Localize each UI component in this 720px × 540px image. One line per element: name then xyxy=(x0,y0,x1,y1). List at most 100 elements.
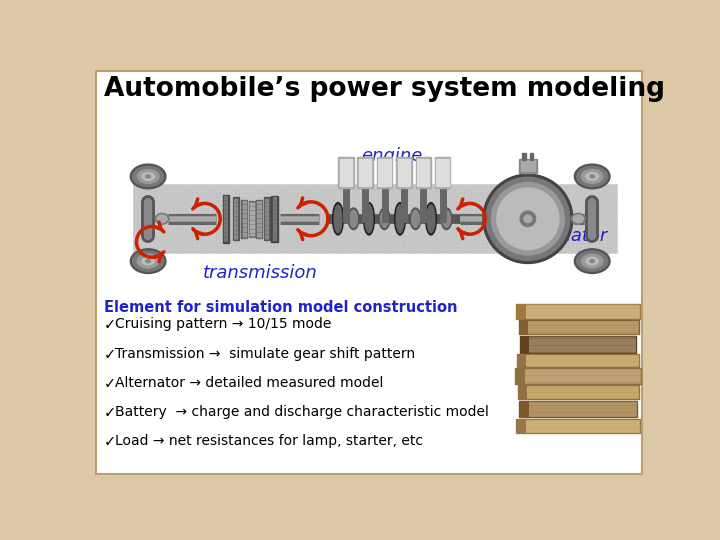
Ellipse shape xyxy=(575,164,610,189)
Bar xyxy=(530,153,534,160)
Text: Automobile’s power system modeling: Automobile’s power system modeling xyxy=(104,77,665,103)
Bar xyxy=(340,159,352,186)
Ellipse shape xyxy=(581,170,603,184)
Bar xyxy=(258,201,261,237)
Bar xyxy=(132,184,617,253)
Bar xyxy=(518,320,528,334)
Text: alternator: alternator xyxy=(518,227,608,245)
Bar xyxy=(520,336,636,353)
Ellipse shape xyxy=(145,260,150,262)
Text: ✓: ✓ xyxy=(104,347,116,362)
Bar xyxy=(518,159,537,173)
Bar xyxy=(520,336,529,353)
Bar xyxy=(396,157,412,188)
Ellipse shape xyxy=(581,254,603,268)
Text: ✓: ✓ xyxy=(104,434,116,449)
Text: Element for simulation model construction: Element for simulation model constructio… xyxy=(104,300,457,315)
Ellipse shape xyxy=(365,205,373,233)
Ellipse shape xyxy=(381,210,388,227)
Bar xyxy=(378,159,391,186)
Bar xyxy=(359,159,372,186)
Ellipse shape xyxy=(575,249,610,273)
FancyBboxPatch shape xyxy=(96,71,642,475)
Bar xyxy=(241,200,248,238)
Bar xyxy=(516,368,525,383)
Bar xyxy=(222,195,229,242)
Ellipse shape xyxy=(130,249,166,273)
Text: Transmission →  simulate gear shift pattern: Transmission → simulate gear shift patte… xyxy=(114,347,415,361)
Bar xyxy=(357,157,373,188)
Ellipse shape xyxy=(364,202,374,235)
Text: Battery  → charge and discharge characteristic model: Battery → charge and discharge character… xyxy=(114,405,489,419)
Bar xyxy=(377,157,392,188)
Ellipse shape xyxy=(155,213,169,224)
Ellipse shape xyxy=(379,208,390,230)
Text: Alternator → detailed measured model: Alternator → detailed measured model xyxy=(114,376,383,390)
Bar xyxy=(517,354,639,367)
Bar xyxy=(273,197,276,240)
Ellipse shape xyxy=(443,210,451,227)
Ellipse shape xyxy=(492,183,564,255)
Ellipse shape xyxy=(348,208,359,230)
Bar xyxy=(523,153,526,160)
Bar xyxy=(517,354,526,367)
Bar xyxy=(519,401,528,417)
Ellipse shape xyxy=(524,215,532,222)
Ellipse shape xyxy=(412,210,419,227)
Bar xyxy=(256,200,262,238)
Bar xyxy=(518,385,527,399)
Bar xyxy=(516,419,640,433)
Bar xyxy=(435,157,451,188)
Bar xyxy=(516,303,640,319)
Ellipse shape xyxy=(142,173,154,180)
Bar xyxy=(271,195,277,242)
Ellipse shape xyxy=(145,175,150,178)
Text: ✓: ✓ xyxy=(104,376,116,391)
Ellipse shape xyxy=(577,166,608,186)
Ellipse shape xyxy=(426,202,436,235)
Ellipse shape xyxy=(138,254,159,268)
Bar xyxy=(436,159,449,186)
Ellipse shape xyxy=(395,202,405,235)
Text: ✓: ✓ xyxy=(104,318,116,332)
Ellipse shape xyxy=(157,215,167,222)
Ellipse shape xyxy=(142,257,154,265)
Ellipse shape xyxy=(138,170,159,184)
Ellipse shape xyxy=(520,211,536,226)
Bar xyxy=(516,419,526,433)
Text: Load → net resistances for lamp, starter, etc: Load → net resistances for lamp, starter… xyxy=(114,434,423,448)
Ellipse shape xyxy=(586,257,598,265)
Ellipse shape xyxy=(577,251,608,271)
Ellipse shape xyxy=(132,166,163,186)
Ellipse shape xyxy=(573,215,583,222)
Ellipse shape xyxy=(497,188,559,249)
Ellipse shape xyxy=(427,205,435,233)
Ellipse shape xyxy=(586,173,598,180)
Ellipse shape xyxy=(590,175,595,178)
Bar xyxy=(516,303,526,319)
Bar xyxy=(233,197,239,240)
Ellipse shape xyxy=(130,164,166,189)
Bar xyxy=(397,159,410,186)
Ellipse shape xyxy=(132,251,163,271)
Ellipse shape xyxy=(334,205,342,233)
Bar xyxy=(251,202,253,235)
Bar xyxy=(516,368,641,383)
Bar xyxy=(249,201,255,237)
Ellipse shape xyxy=(441,208,452,230)
Bar xyxy=(224,197,228,241)
Ellipse shape xyxy=(483,174,573,264)
Bar xyxy=(417,159,429,186)
Ellipse shape xyxy=(410,208,421,230)
Bar xyxy=(518,320,639,334)
Bar xyxy=(519,401,637,417)
Bar xyxy=(265,199,269,239)
Bar xyxy=(234,199,238,239)
Ellipse shape xyxy=(333,202,343,235)
Bar xyxy=(264,197,270,240)
Ellipse shape xyxy=(590,260,595,262)
Text: Cruising pattern → 10/15 mode: Cruising pattern → 10/15 mode xyxy=(114,318,331,332)
Ellipse shape xyxy=(396,205,404,233)
Text: transmission: transmission xyxy=(203,264,318,282)
Text: ✓: ✓ xyxy=(104,405,116,420)
